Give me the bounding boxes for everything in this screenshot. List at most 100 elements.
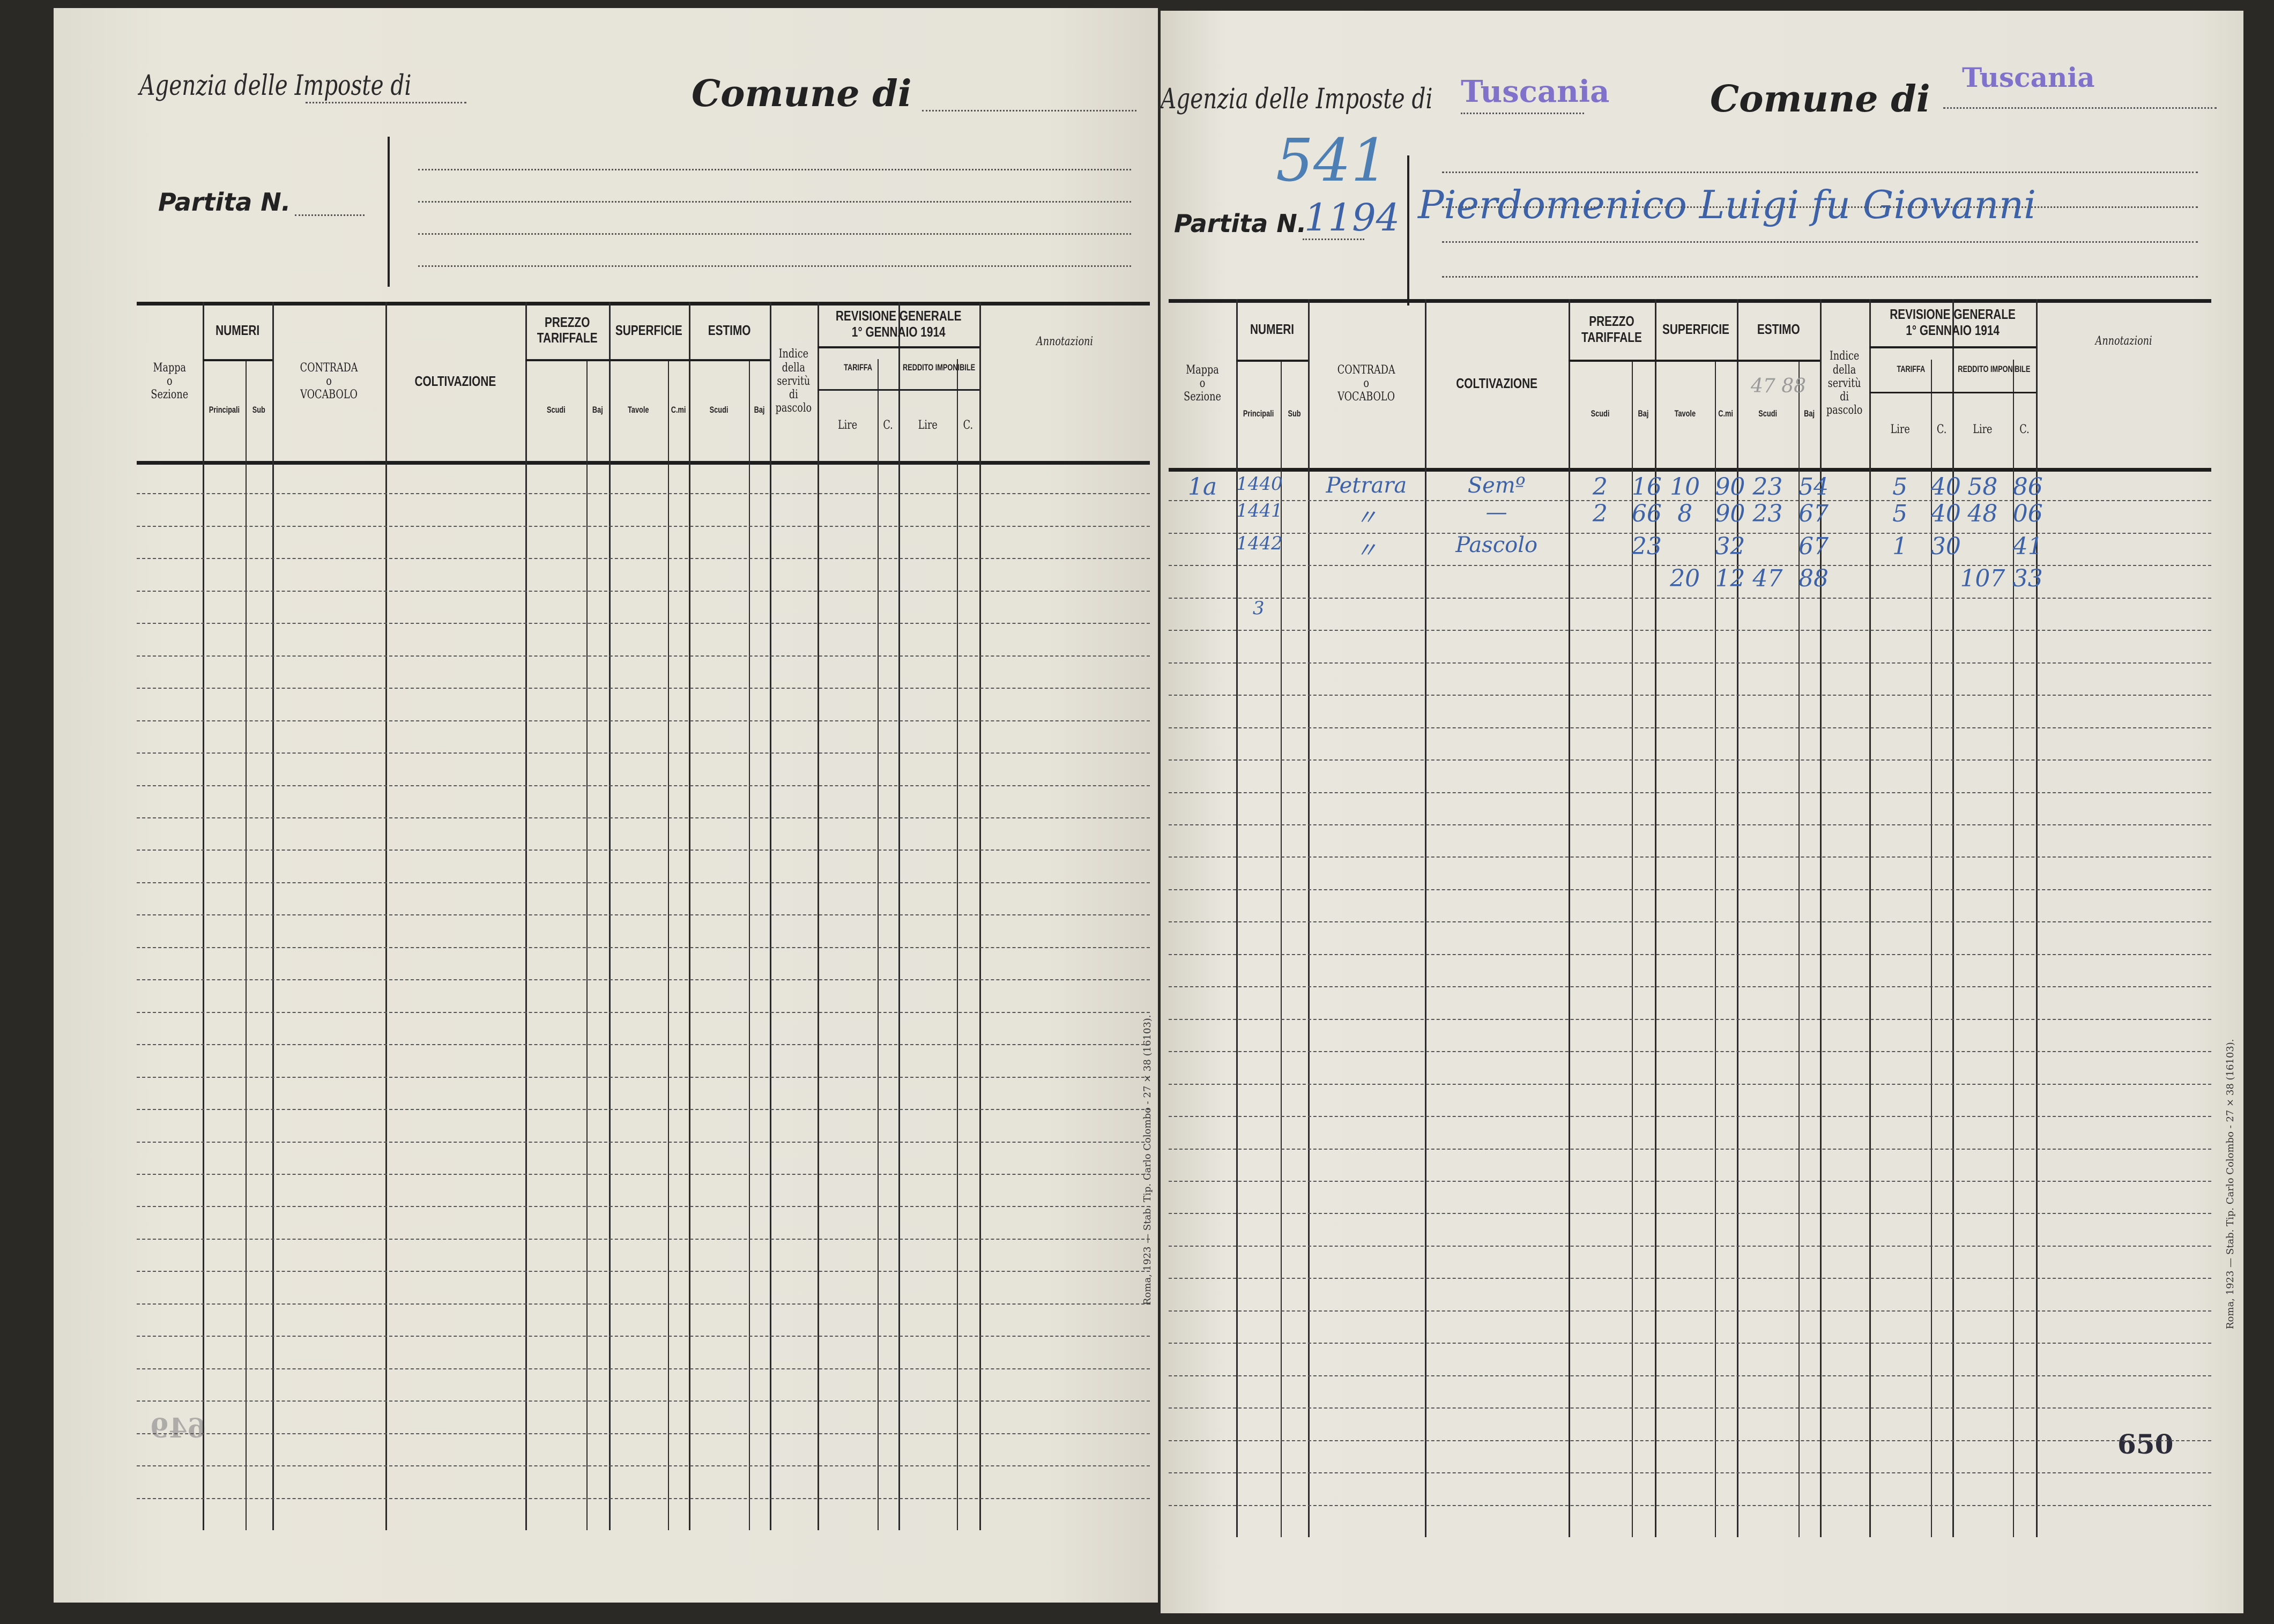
partita-label: Partita N. [158, 188, 291, 217]
row-rule [137, 525, 1150, 527]
row-rule [137, 1238, 1150, 1240]
header-revisione-generale: REVISIONE GENERALE 1° GENNAIO 1914 [835, 307, 962, 340]
row-rule [137, 1271, 1150, 1272]
column-divider [1930, 360, 1932, 1537]
ledger-cell-sup_tavole: 8 [1677, 500, 1693, 528]
row-rule [1169, 1181, 2211, 1182]
column-divider [1952, 299, 1955, 1537]
ledger-cell-reddito_lire: 107 [1960, 565, 2005, 593]
column-divider [1654, 299, 1656, 1537]
header-tavole: Tavole [628, 405, 649, 415]
header-numeri: NUMERI [1250, 321, 1295, 337]
header-cmi: C.mi [1718, 408, 1734, 419]
ledger-cell-tariffa_lire: 5 [1892, 473, 1908, 501]
header-tariffa: TARIFFA [843, 362, 872, 373]
header-tariffa: TARIFFA [1896, 363, 1925, 374]
ledger-cell-coltivazione: Pascolo [1455, 532, 1538, 557]
header-scudi: Scudi [709, 405, 729, 415]
row-rule [137, 947, 1150, 948]
ledger-cell-principali: 3 [1252, 597, 1265, 619]
row-rule [1169, 662, 2211, 664]
column-divider [769, 302, 771, 1530]
subheader-rule [817, 346, 979, 349]
ledger-cell-tariffa_c: 40 [1930, 500, 1961, 528]
table-top-rule [137, 302, 1150, 306]
old-partita-number: 541 [1276, 126, 1388, 195]
row-rule [137, 914, 1150, 916]
header-centesimi: C. [1936, 423, 1947, 437]
row-rule [137, 785, 1150, 786]
header-baj: Baj [1638, 408, 1649, 419]
row-rule [1169, 1051, 2211, 1053]
row-rule [137, 1206, 1150, 1208]
row-rule [1169, 695, 2211, 696]
row-rule [137, 1336, 1150, 1337]
ledger-cell-sup_cmi: 12 [1715, 565, 1745, 593]
header-revisione-generale: REVISIONE GENERALE 1° GENNAIO 1914 [1889, 306, 2016, 339]
comune-label: Comune di [1710, 78, 1930, 121]
column-divider [957, 359, 958, 1530]
row-rule [137, 979, 1150, 981]
header-reddito-imponibile: REDDITO IMPONIBILE [902, 362, 975, 373]
ledger-cell-contrada: Petrara [1326, 473, 1407, 498]
row-rule [137, 493, 1150, 495]
ledger-cell-prezzo_baj: 66 [1631, 500, 1662, 528]
row-rule [137, 1400, 1150, 1402]
ledger-cell-estimo_baj: 88 [1799, 565, 1829, 593]
ledger-cell-tariffa_lire: 5 [1892, 500, 1908, 528]
header-principali: Principali [209, 405, 240, 415]
header-coltivazione: COLTIVAZIONE [1455, 375, 1537, 391]
column-divider [1869, 299, 1871, 1537]
row-rule [137, 1433, 1150, 1434]
row-rule [1169, 889, 2211, 890]
header-scudi: Scudi [1758, 408, 1777, 419]
row-rule [1169, 565, 2211, 567]
row-rule [1169, 759, 2211, 761]
header-estimo: ESTIMO [1757, 321, 1800, 337]
header-coltivazione: COLTIVAZIONE [414, 373, 496, 389]
row-rule [137, 1109, 1150, 1111]
column-divider [586, 359, 588, 1530]
ledger-cell-principali: 1442 [1236, 532, 1283, 554]
header-annotazioni: Annotazioni [2095, 334, 2152, 348]
row-rule [1169, 1018, 2211, 1020]
header-sub: Sub [1288, 408, 1301, 419]
row-rule [1169, 1116, 2211, 1118]
header-scudi: Scudi [546, 405, 566, 415]
row-rule [137, 817, 1150, 818]
header-baj: Baj [1804, 408, 1815, 419]
right-page: Agenzia delle Imposte di Tuscania Comune… [1161, 11, 2243, 1613]
header-lire: Lire [1973, 423, 1993, 437]
row-rule [1169, 727, 2211, 728]
row-rule [1169, 1375, 2211, 1376]
row-rule [137, 558, 1150, 560]
table-top-rule [1169, 299, 2211, 303]
left-page: Agenzia delle Imposte di Comune di Parti… [54, 8, 1158, 1603]
header-baj: Baj [754, 405, 765, 415]
ledger-cell-reddito_lire: 58 [1967, 473, 1998, 501]
row-rule [1169, 532, 2211, 534]
column-divider [1736, 299, 1738, 1537]
column-divider [385, 302, 388, 1530]
header-prezzo-tariffale: PREZZO TARIFFALE [537, 314, 598, 346]
header-cmi: C.mi [671, 405, 686, 415]
row-rule [137, 1465, 1150, 1467]
ledger-cell-estimo_baj: 67 [1799, 532, 1829, 560]
row-rule [137, 720, 1150, 721]
header-lire: Lire [918, 418, 938, 432]
subheader-rule [1654, 360, 1737, 362]
ledger-cell-estimo_scudi: 23 [1752, 473, 1783, 501]
column-divider [1568, 299, 1570, 1537]
partita-label: Partita N. [1174, 209, 1307, 238]
row-rule [137, 1011, 1150, 1013]
column-divider [1631, 360, 1633, 1537]
partita-number: 1194 [1304, 196, 1400, 240]
subheader-rule [1869, 392, 1953, 394]
ledger-cell-reddito_c: 41 [2012, 532, 2043, 560]
row-rule [1169, 500, 2211, 502]
header-annotazioni: Annotazioni [1036, 334, 1093, 348]
row-rule [1169, 1407, 2211, 1409]
row-rule [137, 1076, 1150, 1078]
header-lire: Lire [837, 418, 857, 432]
ledger-cell-sup_cmi: 32 [1715, 532, 1745, 560]
